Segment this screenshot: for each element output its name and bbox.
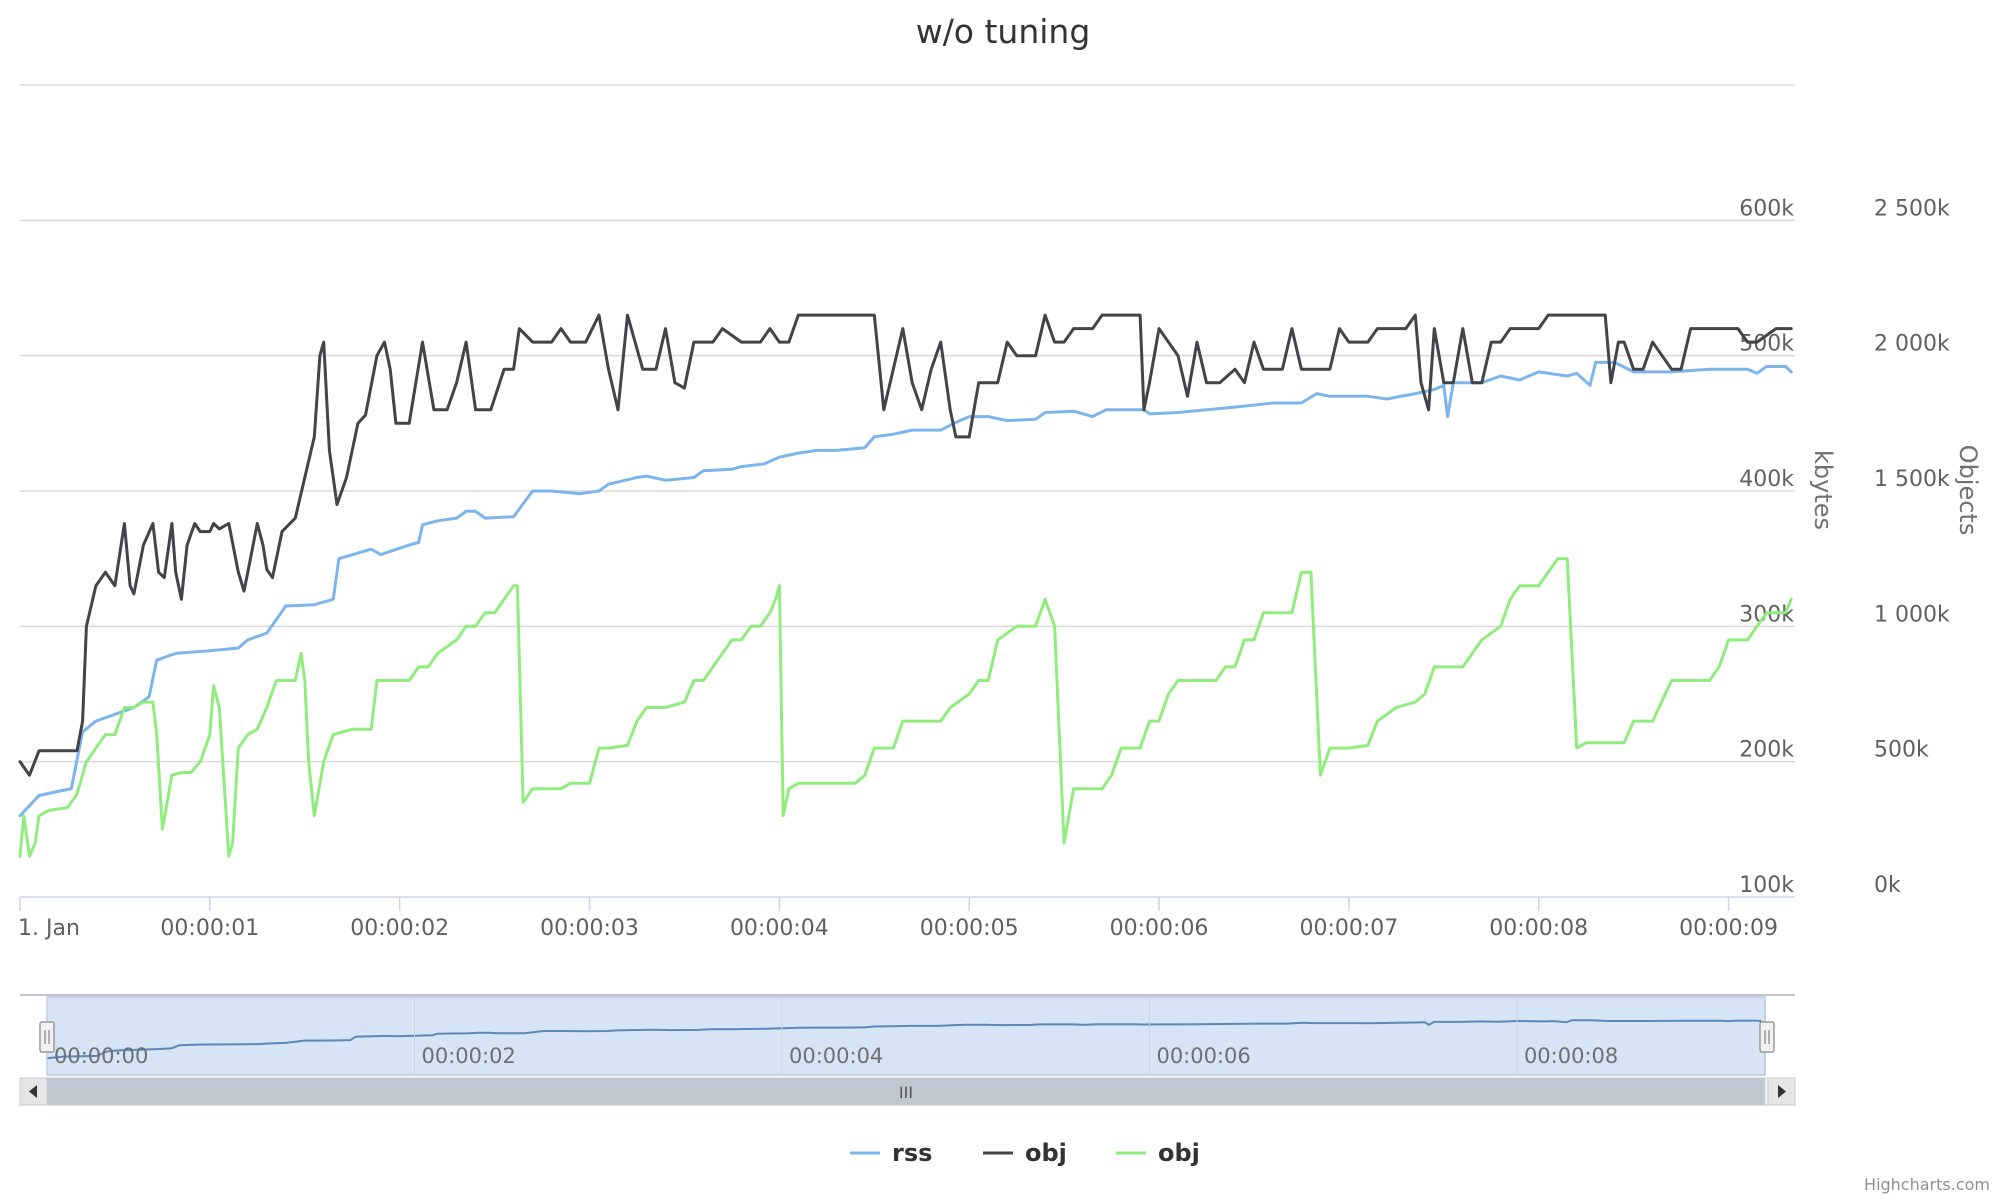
- legend-label: obj: [1025, 1139, 1067, 1167]
- y-tick-label-objects: 500k: [1874, 738, 1929, 763]
- legend-item-obj-3[interactable]: obj: [1116, 1139, 1200, 1167]
- navigator-tick-label: 00:00:08: [1524, 1044, 1618, 1068]
- navigator-handle-left[interactable]: [39, 1021, 55, 1053]
- y-tick-label-kbytes: 200k: [1739, 738, 1794, 763]
- gridlines: [20, 84, 1795, 763]
- scrollbar-grip-icon: III: [899, 1083, 913, 1102]
- legend[interactable]: rss obj obj: [850, 1139, 1200, 1167]
- x-tick-label: 00:00:02: [350, 916, 449, 941]
- y-tick-label-kbytes: 100k: [1739, 873, 1794, 898]
- x-tick-label: 00:00:03: [540, 916, 639, 941]
- y-axis-title-kbytes: kbytes: [1809, 450, 1837, 530]
- chart-title: w/o tuning: [916, 12, 1091, 51]
- x-axis: 1. Jan 00:00:01 00:00:02 00:00:03 00:00:04 00…: [18, 896, 1795, 941]
- x-tick-label: 00:00:01: [160, 916, 259, 941]
- y-tick-label-objects: 1 000k: [1874, 602, 1950, 627]
- series-line-rss-1[interactable]: [18, 360, 1793, 818]
- navigator-selected-range[interactable]: [47, 997, 1765, 1075]
- legend-item-rss-1[interactable]: rss: [850, 1139, 932, 1167]
- navigator-series-line: [46, 1019, 1762, 1060]
- scroll-right-button[interactable]: [1767, 1077, 1796, 1106]
- y-tick-label-kbytes: 400k: [1739, 467, 1794, 492]
- navigator-tick-label: 00:00:04: [789, 1044, 883, 1068]
- x-tick-label: 00:00:07: [1299, 916, 1398, 941]
- legend-label: rss: [892, 1139, 932, 1167]
- credits-link[interactable]: Highcharts.com: [1864, 1175, 1990, 1194]
- x-tick-label: 00:00:08: [1489, 916, 1588, 941]
- x-tick-label: 00:00:04: [730, 916, 829, 941]
- series-line-obj-3[interactable]: [18, 557, 1793, 858]
- y-tick-label-objects: 1 500k: [1874, 467, 1950, 492]
- y-axis-title-objects: Objects: [1954, 445, 1982, 536]
- scrollbar-thumb[interactable]: [47, 1078, 1765, 1105]
- x-tick-label: 00:00:06: [1110, 916, 1209, 941]
- arrow-right-icon: [1778, 1085, 1786, 1098]
- navigator-tick-label: 00:00:02: [421, 1044, 515, 1068]
- legend-label: obj: [1158, 1139, 1200, 1167]
- arrow-left-icon: [29, 1085, 37, 1098]
- handle-body[interactable]: [39, 1021, 55, 1053]
- plot-area[interactable]: [18, 313, 1793, 858]
- series-line-obj-2[interactable]: [18, 313, 1793, 777]
- navigator-tick-label: 00:00:00: [54, 1044, 148, 1068]
- navigator[interactable]: 00:00:00 00:00:02 00:00:04 00:00:06 00:00:08…: [19, 994, 1796, 1106]
- y-tick-label-objects: 0k: [1874, 873, 1901, 898]
- scroll-left-button-bg[interactable]: [19, 1077, 48, 1106]
- x-tick-label: 00:00:05: [920, 916, 1019, 941]
- navigator-handle-right[interactable]: [1759, 1021, 1775, 1053]
- navigator-tick-label: 00:00:06: [1156, 1044, 1250, 1068]
- y-tick-label-objects: 2 500k: [1874, 196, 1950, 221]
- y-tick-label-objects: 2 000k: [1874, 332, 1950, 357]
- y-tick-label-kbytes: 600k: [1739, 196, 1794, 221]
- legend-item-obj-2[interactable]: obj: [983, 1139, 1067, 1167]
- x-tick-label: 1. Jan: [18, 916, 80, 941]
- handle-body[interactable]: [1759, 1021, 1775, 1053]
- x-tick-label: 00:00:09: [1679, 916, 1778, 941]
- scroll-left-button[interactable]: [19, 1077, 48, 1106]
